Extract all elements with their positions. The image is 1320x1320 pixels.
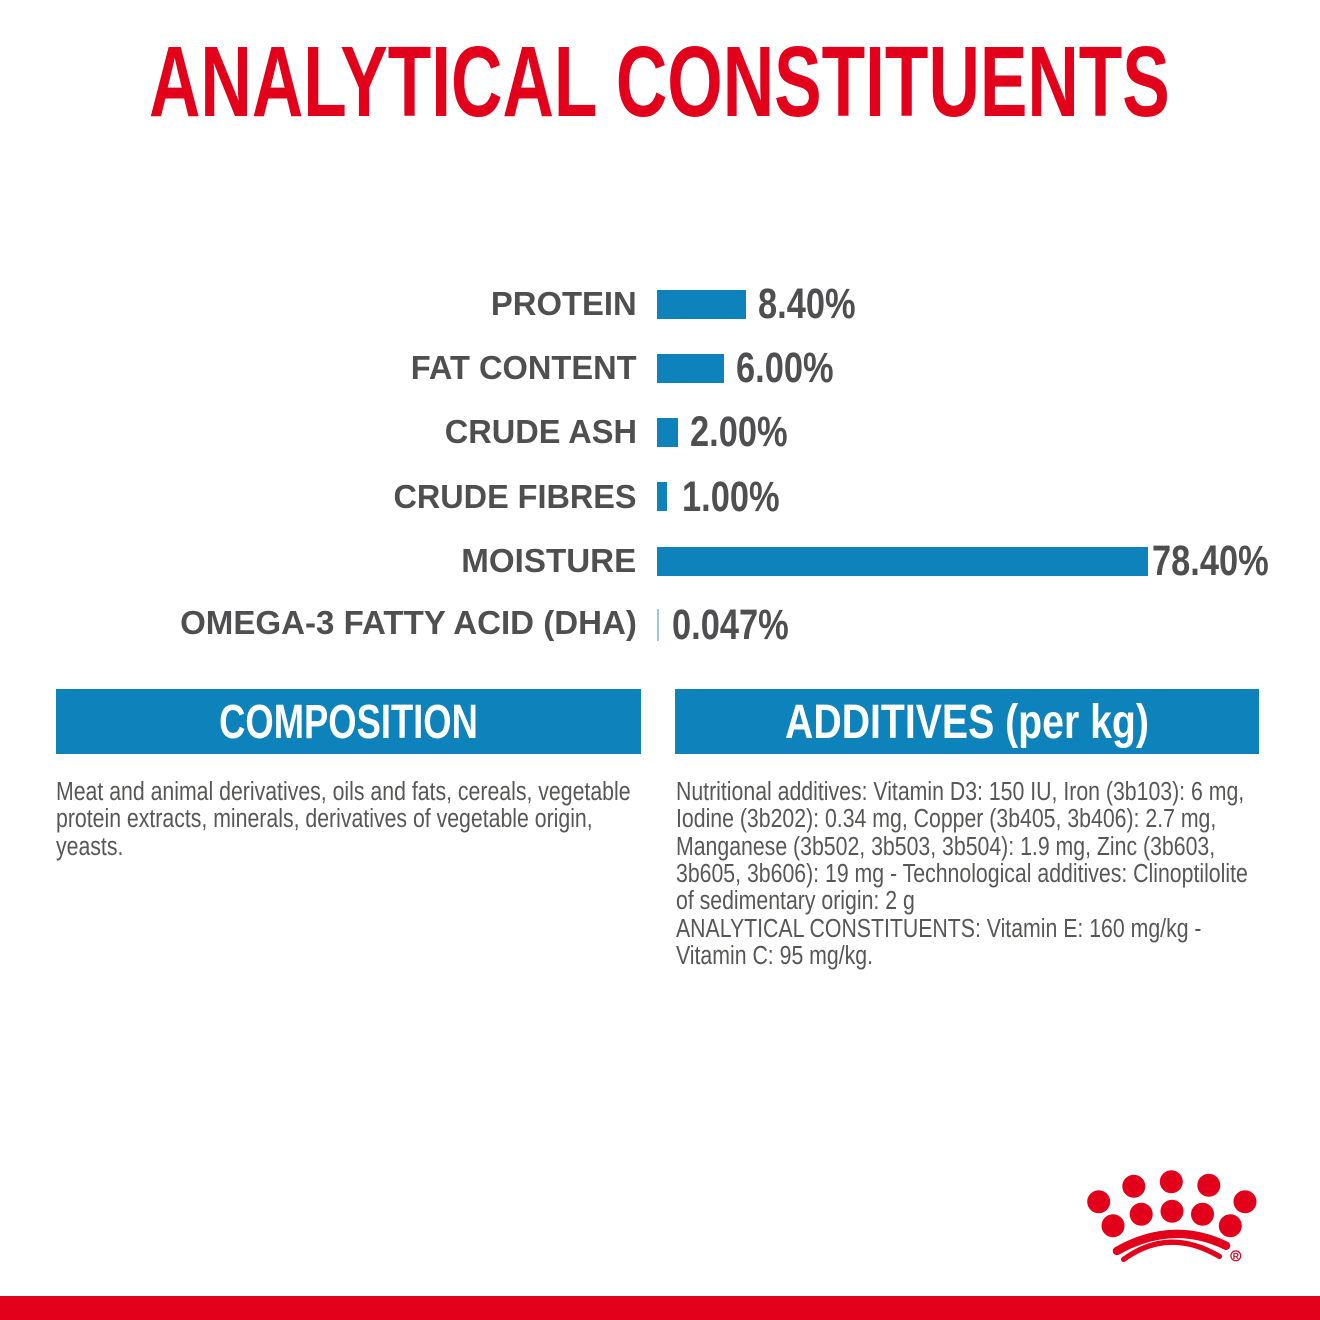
svg-text:R: R	[1233, 1251, 1240, 1261]
